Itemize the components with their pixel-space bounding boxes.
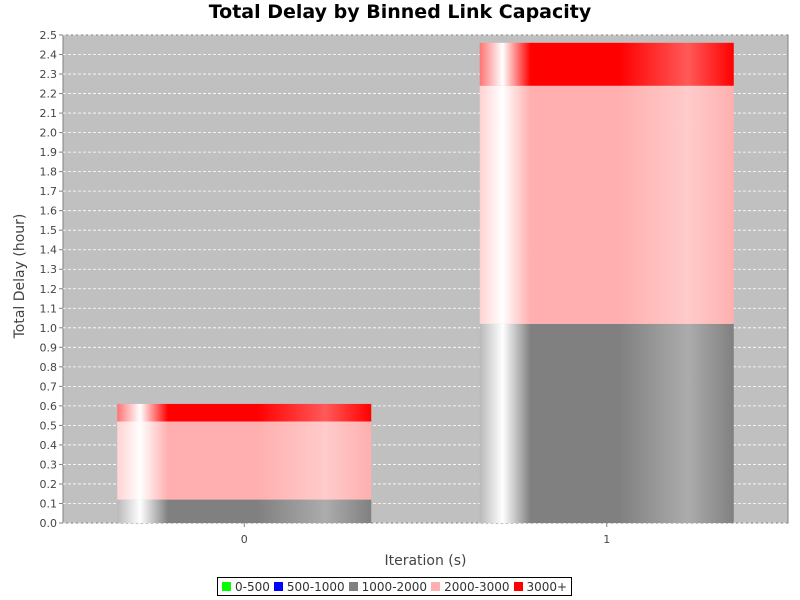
x-axis-label: Iteration (s) <box>384 553 467 569</box>
legend-swatch <box>431 582 441 591</box>
bar-1000-2000-iter-1 <box>479 323 734 523</box>
y-tick-label: 0.0 <box>40 517 58 530</box>
y-tick-label: 1.1 <box>40 302 58 315</box>
y-tick-label: 2.4 <box>40 49 58 62</box>
chart-title: Total Delay by Binned Link Capacity <box>208 1 592 23</box>
y-axis-label: Total Delay (hour) <box>12 213 28 339</box>
legend: 0-500 500-1000 1000-2000 2000-3000 3000+ <box>217 577 573 596</box>
y-tick-label: 0.5 <box>40 419 58 432</box>
y-tick-label: 0.6 <box>40 400 58 413</box>
x-tick-label: 1 <box>603 533 610 546</box>
bar-3000+-iter-0 <box>117 403 372 422</box>
legend-item: 0-500 <box>222 580 270 594</box>
legend-swatch <box>222 582 231 591</box>
y-tick-label: 0.7 <box>40 380 58 393</box>
y-tick-label: 0.4 <box>40 439 58 452</box>
y-tick-label: 1.9 <box>40 146 58 159</box>
legend-item: 500-1000 <box>273 579 345 594</box>
y-tick-label: 2.5 <box>40 29 58 42</box>
y-tick-label: 0.8 <box>40 361 58 374</box>
legend-item: 3000+ <box>513 579 568 594</box>
legend-label: 3000+ <box>526 579 568 594</box>
legend-label: 2000-3000 <box>444 579 510 594</box>
legend-swatch <box>273 582 283 591</box>
legend-item: 2000-3000 <box>431 579 510 594</box>
y-tick-label: 1.5 <box>40 224 58 237</box>
legend-item: 1000-2000 <box>348 579 428 594</box>
y-tick-label: 2.3 <box>40 68 58 81</box>
y-tick-label: 1.6 <box>40 205 58 218</box>
y-tick-label: 1.2 <box>40 283 58 296</box>
legend-label: 1000-2000 <box>361 579 428 594</box>
y-axis: 0.0 0.1 0.2 0.3 0.4 0.5 0.6 0.7 0.8 0.9 1.0 1.1 1.2 1… <box>40 29 63 530</box>
legend-label: 0-500 <box>235 579 270 594</box>
bars <box>117 42 734 523</box>
legend-swatch <box>513 582 523 591</box>
y-tick-label: 2.2 <box>40 88 58 101</box>
legend-label: 500-1000 <box>286 579 345 594</box>
bar-2000-3000-iter-0 <box>117 421 372 500</box>
y-tick-label: 1.7 <box>40 185 58 198</box>
y-tick-label: 0.3 <box>40 458 58 471</box>
y-tick-label: 2.0 <box>40 127 58 140</box>
bar-3000+-iter-1 <box>479 42 734 86</box>
x-tick-label: 0 <box>241 533 248 546</box>
y-tick-label: 0.2 <box>40 478 58 491</box>
bar-1000-2000-iter-0 <box>117 499 372 523</box>
y-tick-label: 1.8 <box>40 166 58 179</box>
bar-2000-3000-iter-1 <box>479 85 734 324</box>
y-tick-label: 0.1 <box>40 497 58 510</box>
y-tick-label: 1.0 <box>40 322 58 335</box>
y-tick-label: 0.9 <box>40 341 58 354</box>
y-tick-label: 1.3 <box>40 263 58 276</box>
y-tick-label: 1.4 <box>40 244 58 257</box>
legend-swatch <box>348 582 358 591</box>
y-tick-label: 2.1 <box>40 107 58 120</box>
